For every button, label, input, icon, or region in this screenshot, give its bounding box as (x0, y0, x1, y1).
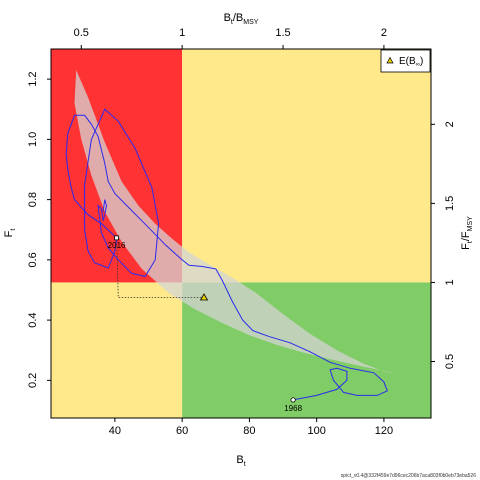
top-axis-label: Bt/BMSY (224, 12, 259, 26)
y-tick-label: 0.6 (27, 252, 39, 267)
x-tick-label: 100 (307, 425, 325, 437)
right-tick-label: 2 (444, 121, 456, 127)
confidence-ellipse (74, 70, 398, 374)
top-tick-label: 1.5 (275, 27, 290, 39)
y-tick-label: 1.0 (27, 132, 39, 147)
y-tick-label: 0.8 (27, 192, 39, 207)
x-tick-label: 80 (243, 425, 255, 437)
right-tick-label: 1 (444, 279, 456, 285)
x-axis-top: 0.5 1 1.5 2 (74, 27, 387, 49)
x-tick-label: 40 (109, 425, 121, 437)
x-axis-label: Bt (236, 454, 245, 468)
y-tick-label: 1.2 (27, 71, 39, 86)
y-axis-left: 0.2 0.4 0.6 0.8 1.0 1.2 (27, 71, 51, 388)
right-tick-label: 0.5 (444, 354, 456, 369)
y-axis-right: 0.5 1 1.5 2 (431, 121, 456, 369)
legend-triangle-icon (386, 56, 394, 64)
start-point-marker (290, 397, 296, 403)
right-tick-label: 1.5 (444, 196, 456, 211)
legend-box (380, 49, 431, 73)
x-tick-label: 120 (375, 425, 393, 437)
end-point-marker (114, 235, 119, 241)
y-tick-label: 0.2 (27, 373, 39, 388)
kobe-zones (51, 49, 431, 418)
biomass-fishing-trajectory (65, 108, 388, 401)
top-tick-label: 1 (179, 27, 185, 39)
start-year-label: 1968 (284, 404, 302, 413)
y-tick-label: 0.4 (27, 312, 39, 327)
legend-label: E(B∞) (399, 56, 423, 68)
x-tick-label: 60 (176, 425, 188, 437)
end-year-label: 2016 (108, 241, 126, 250)
x-axis-bottom: 40 60 80 100 120 (109, 418, 393, 437)
top-tick-label: 2 (381, 27, 387, 39)
footer-version: spict_v0.4@332f459e7d96cec206b7aca803f0b… (341, 473, 476, 479)
legend: E(B∞) (380, 49, 431, 73)
top-tick-label: 0.5 (74, 27, 89, 39)
overfished-zone (51, 282, 183, 418)
equilibrium-biomass-marker (199, 293, 209, 301)
overfishing-zone (182, 49, 431, 283)
y-axis-label: Ft (3, 229, 17, 238)
right-axis-label: Ft/FMSY (460, 216, 474, 250)
plot-frame (50, 48, 432, 419)
